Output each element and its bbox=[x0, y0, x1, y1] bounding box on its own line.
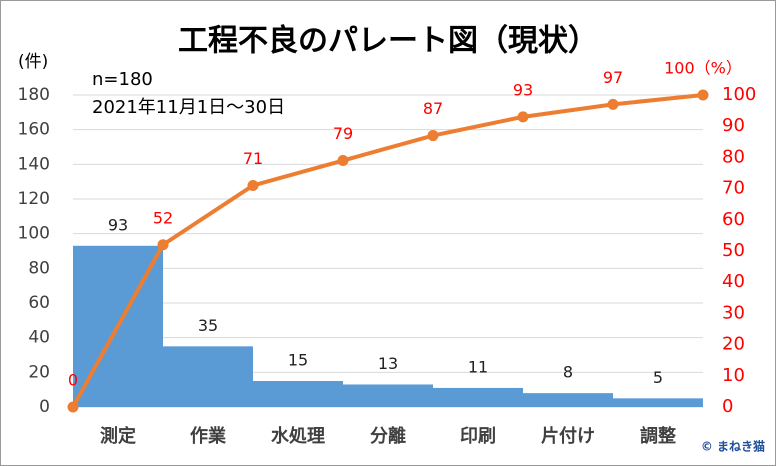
y-tick-label: 0 bbox=[39, 397, 50, 417]
y-tick-label: 60 bbox=[28, 293, 50, 313]
y-tick-label: 140 bbox=[18, 154, 50, 174]
y-tick-label: 180 bbox=[18, 85, 50, 105]
line-value-label: 100（%） bbox=[664, 59, 742, 78]
y-tick-label: 160 bbox=[18, 120, 50, 140]
line-marker bbox=[247, 179, 259, 191]
line-marker bbox=[427, 130, 439, 142]
cumulative-line bbox=[71, 93, 704, 408]
bar-value-label: 8 bbox=[563, 363, 573, 382]
bar-value-label: 5 bbox=[653, 368, 663, 387]
line-marker bbox=[517, 111, 529, 123]
y2-tick-label: 30 bbox=[722, 302, 745, 323]
line-marker bbox=[607, 98, 619, 110]
y2-tick-label: 90 bbox=[722, 115, 745, 136]
line-value-label: 93 bbox=[513, 80, 533, 99]
line-marker bbox=[67, 401, 79, 413]
y2-tick-label: 80 bbox=[722, 146, 745, 167]
y2-tick-label: 40 bbox=[722, 271, 745, 292]
line-value-label: 71 bbox=[243, 149, 263, 168]
bar-value-label: 13 bbox=[378, 354, 398, 373]
bar-value-label: 35 bbox=[198, 316, 218, 335]
annotation: 2021年11月1日～30日 bbox=[92, 97, 285, 118]
bar bbox=[163, 346, 253, 407]
y-tick-label: 80 bbox=[28, 258, 50, 278]
y-axis-label: (件) bbox=[18, 52, 48, 72]
annotation: n=180 bbox=[92, 69, 153, 90]
y-tick-label: 120 bbox=[18, 189, 50, 209]
y-tick-label: 100 bbox=[18, 224, 50, 244]
line-value-label: 79 bbox=[333, 124, 353, 143]
y2-tick-label: 70 bbox=[722, 178, 745, 199]
y2-tick-label: 60 bbox=[722, 209, 745, 230]
y-tick-label: 20 bbox=[28, 362, 50, 382]
x-tick-label: 分離 bbox=[370, 425, 406, 447]
y2-tick-label: 50 bbox=[722, 240, 745, 261]
x-tick-label: 印刷 bbox=[460, 426, 496, 447]
line-marker bbox=[697, 89, 709, 101]
bar-value-label: 11 bbox=[468, 357, 488, 376]
y2-tick-label: 10 bbox=[722, 365, 745, 386]
line-value-label: 52 bbox=[153, 208, 173, 227]
line-value-label: 97 bbox=[603, 68, 623, 87]
line-marker bbox=[337, 155, 349, 167]
bar bbox=[253, 381, 343, 407]
watermark: © まねき猫 bbox=[701, 439, 765, 454]
bar bbox=[343, 384, 433, 407]
line-value-label: 0 bbox=[68, 371, 78, 390]
y-tick-label: 40 bbox=[28, 328, 50, 348]
chart-title: 工程不良のパレート図（現状） bbox=[178, 24, 598, 59]
bar bbox=[433, 387, 523, 407]
y2-tick-label: 20 bbox=[722, 334, 745, 355]
y2-tick-label: 100 bbox=[722, 84, 756, 105]
bar-value-label: 93 bbox=[108, 215, 128, 234]
x-tick-label: 片付け bbox=[541, 425, 595, 447]
bar-value-label: 15 bbox=[288, 351, 308, 370]
x-tick-label: 作業 bbox=[190, 425, 227, 447]
bar bbox=[613, 398, 703, 407]
line-value-label: 87 bbox=[423, 99, 443, 118]
x-tick-label: 調整 bbox=[640, 425, 676, 447]
x-tick-label: 水処理 bbox=[271, 425, 325, 447]
bar bbox=[523, 393, 613, 407]
x-tick-label: 測定 bbox=[100, 425, 136, 447]
y2-tick-label: 0 bbox=[722, 396, 733, 417]
line-marker bbox=[157, 239, 169, 251]
